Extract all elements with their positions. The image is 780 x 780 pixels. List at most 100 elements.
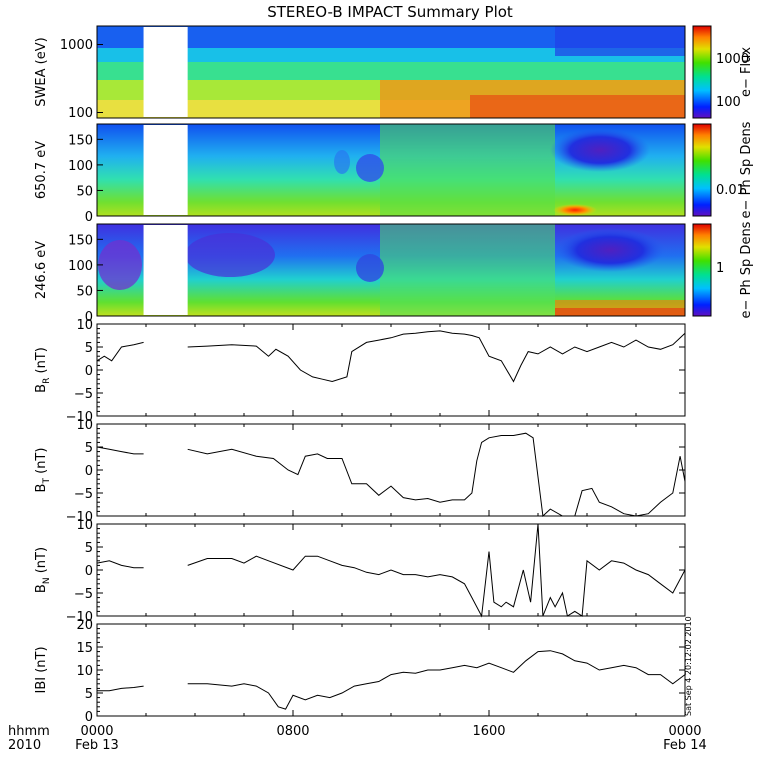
ytick-label: 20 [76, 618, 93, 633]
ylabel-main: B [34, 384, 49, 393]
swea-peak-flux-region [470, 95, 685, 118]
ytick-label: 5 [85, 541, 93, 556]
xtick-label: 1600 [472, 724, 505, 739]
650ev-colorbar [692, 123, 712, 217]
ytick-label: −10 [66, 610, 93, 625]
ylabel-main: B [34, 584, 49, 593]
series-line [187, 523, 686, 618]
ylabel-bn: BN (nT) [34, 547, 52, 593]
ytick-label: 0 [85, 364, 93, 379]
swea-colorbar-tick: 1000 [716, 52, 749, 67]
spectrogram-246eV: 150 100 50 0 246.6 eV 1 e− Ph Sp Dens [34, 221, 754, 325]
series-line [96, 341, 144, 362]
ytick-label: 100 [68, 259, 93, 274]
ylabel-unit: (nT) [34, 347, 49, 377]
ytick-label: 10 [76, 318, 93, 333]
246ev-colorbar-label: e− Ph Sp Dens [739, 221, 754, 318]
swea-bands [97, 26, 685, 118]
ylabel-subscript: N [42, 577, 52, 584]
ytick-label: 50 [76, 284, 93, 299]
panel-bt: 10 5 0 −5 −10 BT (nT) [34, 418, 686, 525]
swea-colorbar-label: e− Flux [739, 47, 754, 97]
ytick-label: 10 [76, 518, 93, 533]
650ev-blob [334, 150, 350, 174]
series-line [96, 560, 144, 569]
246ev-frame [96, 223, 686, 317]
ylabel-br: BR (nT) [34, 347, 52, 393]
series-line [96, 446, 144, 455]
swea-ytick-label: 100 [68, 106, 93, 121]
xaxis-corner-label: hhmm [8, 724, 50, 739]
panel-bn: 10 5 0 −5 −10 BN (nT) [34, 518, 686, 625]
246ev-colorbar [692, 223, 712, 317]
650ev-ylabel: 650.7 eV [34, 141, 49, 199]
650ev-purple-region [550, 128, 650, 172]
swea-colorbar-tick: 100 [716, 95, 741, 110]
panel-frame [96, 623, 686, 717]
650ev-red-region [553, 204, 597, 216]
246ev-green-region [380, 224, 555, 316]
swea-band-mid [97, 62, 685, 80]
plot-title: STEREO-B IMPACT Summary Plot [267, 3, 513, 21]
246ev-data-gap [143, 225, 188, 315]
panel-frame [96, 423, 686, 517]
ytick-label: −10 [66, 410, 93, 425]
series-line [187, 330, 686, 383]
246ev-ylabel: 246.6 eV [34, 241, 49, 299]
ylabel-subscript: R [42, 378, 52, 384]
ytick-label: 100 [68, 159, 93, 174]
ytick-label: 5 [85, 687, 93, 702]
ytick-label: 5 [85, 441, 93, 456]
ytick-label: 5 [85, 341, 93, 356]
panel-br: 10 5 0 −5 −10 BR (nT) [34, 318, 686, 425]
ytick-label: 0 [85, 310, 93, 325]
ytick-label: −5 [74, 587, 93, 602]
ytick-label: 150 [68, 233, 93, 248]
ytick-label: 0 [85, 210, 93, 225]
650ev-blob [356, 154, 384, 182]
246ev-purple-region [555, 228, 665, 272]
series-line [97, 685, 144, 692]
650ev-data-gap [143, 125, 188, 215]
ylabel-unit: (nT) [34, 547, 49, 577]
xtick-label: 0000 [80, 724, 113, 739]
swea-ytick-label: 1000 [60, 38, 93, 53]
ytick-label: 0 [85, 464, 93, 479]
650ev-green-region [380, 124, 555, 216]
ylabel-unit: (nT) [34, 448, 49, 478]
ytick-label: 10 [76, 418, 93, 433]
swea-band-upper [97, 48, 685, 62]
swea-ylabel: SWEA (eV) [34, 37, 49, 106]
650ev-frame [96, 123, 686, 217]
xtick-label: 0800 [276, 724, 309, 739]
246ev-blob [356, 254, 384, 282]
650ev-yaxis: 150 100 50 0 [68, 133, 103, 225]
246ev-purple-blob [98, 240, 142, 290]
xaxis-corner-label: 2010 [8, 738, 41, 753]
246ev-red-band [555, 308, 685, 316]
ytick-label: 50 [76, 184, 93, 199]
650ev-colorbar-tick: 0.01 [716, 183, 745, 198]
ylabel-subscript: T [42, 478, 52, 485]
ylabel-b: IBI (nT) [34, 646, 49, 693]
swea-colorbar [692, 25, 712, 119]
ytick-label: 10 [76, 664, 93, 679]
spectrogram-swea: 1000 100 SWEA (eV) 1000 100 e− Flux [34, 25, 754, 121]
swea-band-high [97, 26, 685, 48]
xtick-date-label: Feb 13 [75, 738, 119, 753]
ytick-label: 0 [85, 710, 93, 725]
panel-frame [96, 323, 686, 417]
timestamp-stamp: Sat Sep 4 20:12:02 2010 [684, 616, 693, 716]
swea-data-gap [143, 27, 188, 117]
ylabel-main: B [34, 484, 49, 493]
xtick-label: 0000 [668, 724, 701, 739]
panel-b: 20 15 10 5 0 IBI (nT) [34, 618, 686, 725]
ytick-label: −10 [66, 510, 93, 525]
246ev-purple-blob [185, 233, 275, 277]
ytick-label: 15 [76, 641, 93, 656]
series-line [187, 650, 686, 710]
spectrogram-650eV: 150 100 50 0 650.7 eV 0.01 e− Ph Sp Dens [34, 121, 754, 225]
